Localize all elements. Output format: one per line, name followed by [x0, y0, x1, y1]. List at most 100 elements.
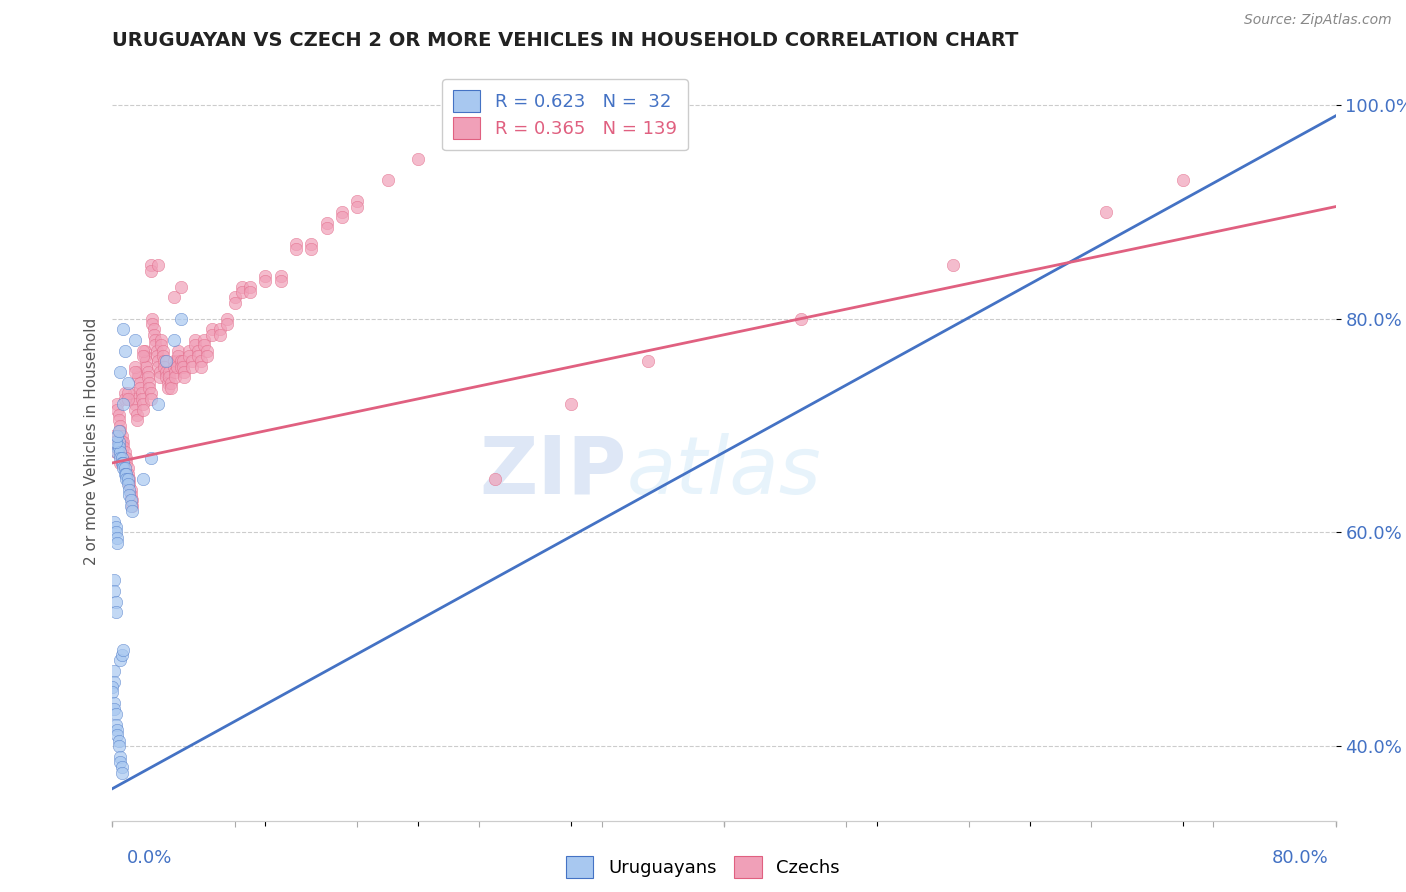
Point	[114, 392, 136, 406]
Point	[103, 434, 125, 449]
Point	[132, 397, 155, 411]
Point	[104, 595, 127, 609]
Point	[135, 354, 157, 368]
Point	[118, 483, 141, 497]
Point	[112, 322, 135, 336]
Point	[107, 733, 129, 747]
Point	[111, 765, 134, 780]
Point	[139, 386, 162, 401]
Point	[118, 488, 141, 502]
Point	[224, 290, 246, 304]
Point	[157, 370, 180, 384]
Point	[114, 461, 136, 475]
Point	[107, 408, 129, 422]
Point	[108, 445, 131, 459]
Point	[138, 381, 160, 395]
Point	[136, 370, 159, 384]
Point	[112, 440, 135, 454]
Point	[270, 274, 292, 288]
Point	[114, 467, 136, 481]
Point	[107, 739, 129, 753]
Point	[157, 365, 180, 379]
Point	[139, 450, 162, 465]
Point	[120, 499, 142, 513]
Point	[105, 402, 128, 417]
Point	[139, 258, 162, 272]
Point	[187, 343, 209, 358]
Point	[103, 696, 125, 710]
Point	[117, 467, 139, 481]
Point	[148, 397, 170, 411]
Point	[111, 760, 134, 774]
Point	[108, 445, 131, 459]
Point	[484, 472, 506, 486]
Point	[155, 365, 177, 379]
Point	[193, 338, 215, 352]
Point	[217, 311, 239, 326]
Point	[112, 434, 135, 449]
Point	[172, 359, 194, 374]
Point	[108, 424, 131, 438]
Point	[201, 322, 224, 336]
Point	[346, 200, 368, 214]
Point	[131, 392, 153, 406]
Point	[155, 354, 177, 368]
Point	[105, 440, 128, 454]
Point	[125, 413, 148, 427]
Point	[184, 333, 207, 347]
Point	[112, 397, 135, 411]
Point	[103, 584, 125, 599]
Point	[170, 311, 193, 326]
Point	[201, 327, 224, 342]
Point	[208, 322, 231, 336]
Point	[181, 359, 204, 374]
Point	[187, 349, 209, 363]
Point	[141, 317, 163, 331]
Point	[208, 327, 231, 342]
Point	[139, 263, 162, 277]
Point	[170, 359, 193, 374]
Point	[108, 749, 131, 764]
Point	[217, 317, 239, 331]
Point	[170, 279, 193, 293]
Point	[239, 285, 262, 299]
Point	[108, 755, 131, 769]
Point	[138, 376, 160, 390]
Point	[284, 237, 308, 252]
Point	[122, 392, 145, 406]
Point	[117, 386, 139, 401]
Point	[148, 359, 170, 374]
Point	[103, 664, 125, 678]
Point	[150, 338, 173, 352]
Point	[142, 327, 165, 342]
Point	[103, 515, 125, 529]
Point	[139, 392, 162, 406]
Point	[173, 365, 195, 379]
Point	[163, 359, 186, 374]
Point	[108, 365, 131, 379]
Point	[104, 445, 127, 459]
Point	[121, 504, 143, 518]
Point	[143, 333, 166, 347]
Point	[330, 211, 353, 225]
Point	[115, 456, 138, 470]
Point	[284, 243, 308, 257]
Point	[108, 450, 131, 465]
Point	[114, 343, 136, 358]
Point	[156, 381, 179, 395]
Point	[111, 456, 134, 470]
Point	[115, 472, 138, 486]
Text: ZIP: ZIP	[479, 433, 626, 511]
Point	[124, 365, 146, 379]
Point	[115, 467, 138, 481]
Point	[789, 311, 811, 326]
Point	[107, 440, 129, 454]
Point	[103, 429, 125, 443]
Point	[346, 194, 368, 209]
Point	[231, 279, 253, 293]
Point	[134, 343, 156, 358]
Point	[330, 205, 353, 219]
Point	[111, 429, 134, 443]
Point	[148, 354, 170, 368]
Point	[107, 424, 129, 438]
